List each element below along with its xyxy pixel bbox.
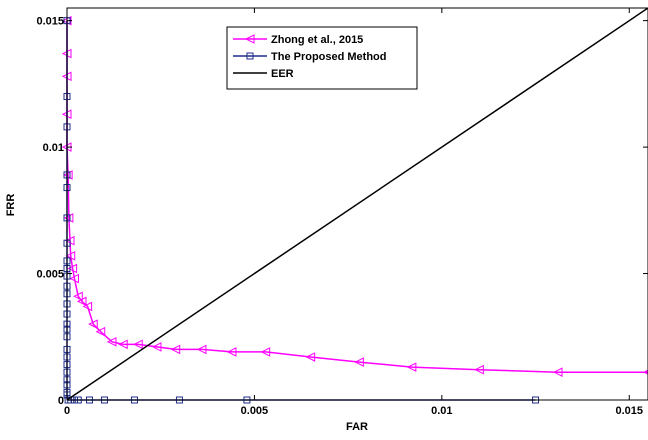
- data-point: [106, 337, 117, 347]
- legend-label: Zhong et al., 2015: [271, 34, 363, 46]
- data-point: [406, 362, 417, 372]
- data-point: [69, 273, 79, 284]
- series-2: [66, 7, 648, 401]
- legend-label: EER: [271, 68, 294, 80]
- data-point: [63, 170, 73, 180]
- data-point: [63, 213, 74, 223]
- data-point: [67, 263, 78, 274]
- data-point: [305, 352, 316, 362]
- data-point: [82, 301, 93, 312]
- tick-layer: 0 0.005 0.01 0.015 0 0.005 0.01 0.015: [36, 8, 648, 417]
- x-tick-label: 0.005: [241, 405, 269, 417]
- series-line-2: [66, 7, 648, 401]
- data-point: [474, 364, 484, 375]
- data-point: [552, 367, 563, 377]
- data-point: [95, 326, 106, 337]
- data-point: [73, 291, 83, 302]
- data-point: [196, 344, 207, 355]
- y-tick-label: 0.015: [36, 16, 64, 28]
- data-point: [151, 342, 162, 352]
- legend-marker: [244, 34, 255, 44]
- y-tick-label: 0.005: [36, 269, 64, 281]
- legend-box: [226, 26, 418, 90]
- y-tick-label: 0.01: [43, 142, 64, 154]
- data-point: [65, 251, 76, 261]
- data-point: [76, 296, 87, 307]
- legend-entries: Zhong et al., 2015 The Proposed Method EER: [233, 34, 387, 80]
- legend: Zhong et al., 2015 The Proposed Method EER: [226, 26, 418, 90]
- x-tick-label: 0: [64, 405, 70, 417]
- plot-frame: [66, 7, 648, 401]
- x-axis-label: FAR: [346, 421, 368, 433]
- data-point: [354, 357, 364, 367]
- data-point: [118, 339, 128, 350]
- legend-entry: EER: [233, 68, 294, 80]
- legend-label: The Proposed Method: [271, 51, 387, 63]
- y-axis-label: FRR: [5, 194, 17, 217]
- legend-marker: [246, 52, 254, 60]
- x-tick-label: 0.01: [431, 405, 452, 417]
- legend-entry: The Proposed Method: [233, 51, 387, 63]
- x-tick-label: 0.015: [615, 405, 643, 417]
- data-point: [226, 347, 237, 357]
- y-tick-label: 0: [58, 395, 64, 407]
- data-point: [170, 344, 181, 355]
- data-point: [133, 339, 143, 350]
- data-point: [260, 347, 271, 357]
- data-point: [88, 319, 98, 329]
- legend-entry: Zhong et al., 2015: [233, 34, 363, 46]
